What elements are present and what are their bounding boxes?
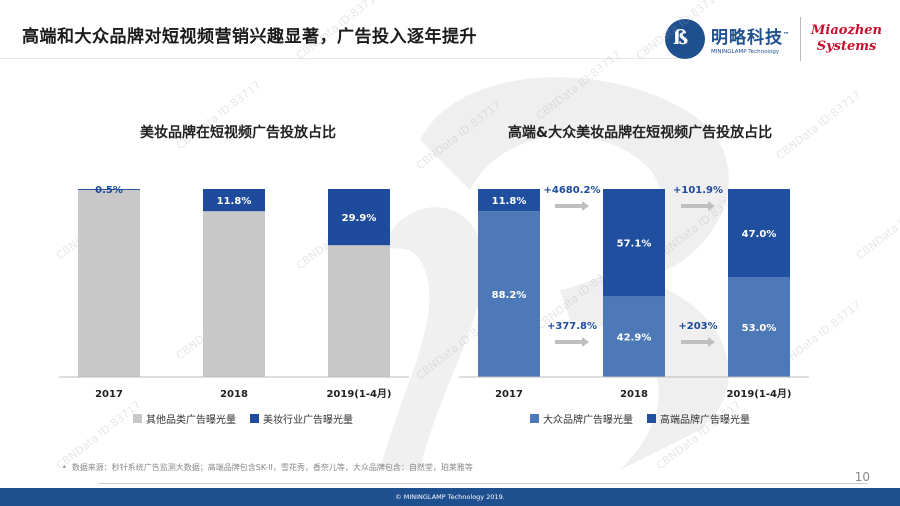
x-tick-label: 2018 [620,389,648,400]
logo-mark-icon: ß [665,19,706,59]
bar-segment [603,296,665,377]
watermark-text: CBNData ID:83717 [534,48,624,122]
growth-label-high-end: +4680.2% [544,185,601,196]
footer-bar: © MININGLAMP Technology 2019. [0,488,900,506]
slide-title: 高端和大众品牌对短视频营销兴趣显著，广告投入逐年提升 [22,27,477,47]
bar-segment [603,189,665,297]
miaozhen-logo: Miaozhen Systems [811,23,882,54]
footer-divider [98,483,868,484]
bar-data-label: 88.2% [492,290,527,301]
bar-segment [728,189,790,278]
legend-item-other: 其他品类广告曝光量 [133,411,236,426]
bar-data-label: 57.1% [617,239,652,250]
growth-arrow-high-end-head [708,201,715,211]
bar-segment [78,189,140,377]
bar-segment [478,211,540,377]
bar-segment [328,245,390,377]
legend-item-mass: 大众品牌广告曝光量 [530,411,633,426]
bar-segment [728,277,790,377]
legend-swatch-high-end [647,414,656,423]
watermark-text: CBNData ID:83717 [294,0,384,62]
legend-item-beauty: 美妆行业广告曝光量 [250,411,353,426]
right-legend: 大众品牌广告曝光量 高端品牌广告曝光量 [530,411,764,426]
watermark-text: CBNData ID:83717 [174,78,264,152]
bar-data-label: 47.0% [742,229,777,240]
bar-segment [78,189,140,190]
logo-divider [800,17,802,61]
legend-swatch-other [133,414,142,423]
logo-area: ß 明略科技™ MININGLAMP Technology Miaozhen S… [665,14,882,64]
watermark-text: CBNData ID:83717 [634,0,724,62]
growth-label-mass: +377.8% [547,321,597,332]
bar-data-label: 29.9% [342,213,377,224]
chart-title: 美妆品牌在短视频广告投放占比 [140,124,336,141]
bar-segment [203,189,265,212]
growth-arrow-high-end-shaft [555,204,583,208]
bar-data-label: 11.8% [492,196,527,207]
page-number: 10 [854,470,870,484]
data-source-note: • 数据来源：秒针系统广告监测大数据；高端品牌包含SK-II，雪花秀，香奈儿等，… [62,463,473,472]
growth-label-mass: +203% [678,321,717,332]
bar-data-label: 11.8% [217,196,252,207]
x-tick-label: 2018 [220,389,248,400]
x-tick-label: 2019(1-4月) [326,388,391,400]
growth-arrow-mass-shaft [681,340,709,344]
legend-swatch-mass [530,414,539,423]
growth-arrow-high-end-head [582,201,589,211]
header-divider [0,58,680,59]
bar-data-label: 0.5% [95,185,123,196]
bar-data-label: 53.0% [742,323,777,334]
watermark-text: CBNData ID:83717 [774,88,864,162]
bar-segment [203,211,265,377]
logo-en: MININGLAMP Technology [711,49,780,55]
logo-text: 明略科技™ MININGLAMP Technology [711,23,790,55]
growth-arrow-mass-head [582,337,589,347]
bar-data-label: 42.9% [617,333,652,344]
bar-segment [328,189,390,246]
legend-item-high-end: 高端品牌广告曝光量 [647,411,750,426]
bar-segment [478,189,540,212]
watermark-text: CBNData ID:83717 [854,188,900,262]
growth-arrow-mass-shaft [555,340,583,344]
growth-arrow-mass-head [708,337,715,347]
chart-title: 高端&大众美妆品牌在短视频广告投放占比 [508,124,772,141]
x-tick-label: 2017 [495,389,523,400]
legend-swatch-beauty [250,414,259,423]
watermark-text: CBNData ID:83717 [654,398,744,472]
left-legend: 其他品类广告曝光量 美妆行业广告曝光量 [133,411,367,426]
x-tick-label: 2017 [95,389,123,400]
growth-label-high-end: +101.9% [673,185,723,196]
watermark-text: CBNData ID:83717 [414,98,504,172]
x-tick-label: 2019(1-4月) [726,388,791,400]
logo-cn: 明略科技™ [711,28,791,48]
growth-arrow-high-end-shaft [681,204,709,208]
